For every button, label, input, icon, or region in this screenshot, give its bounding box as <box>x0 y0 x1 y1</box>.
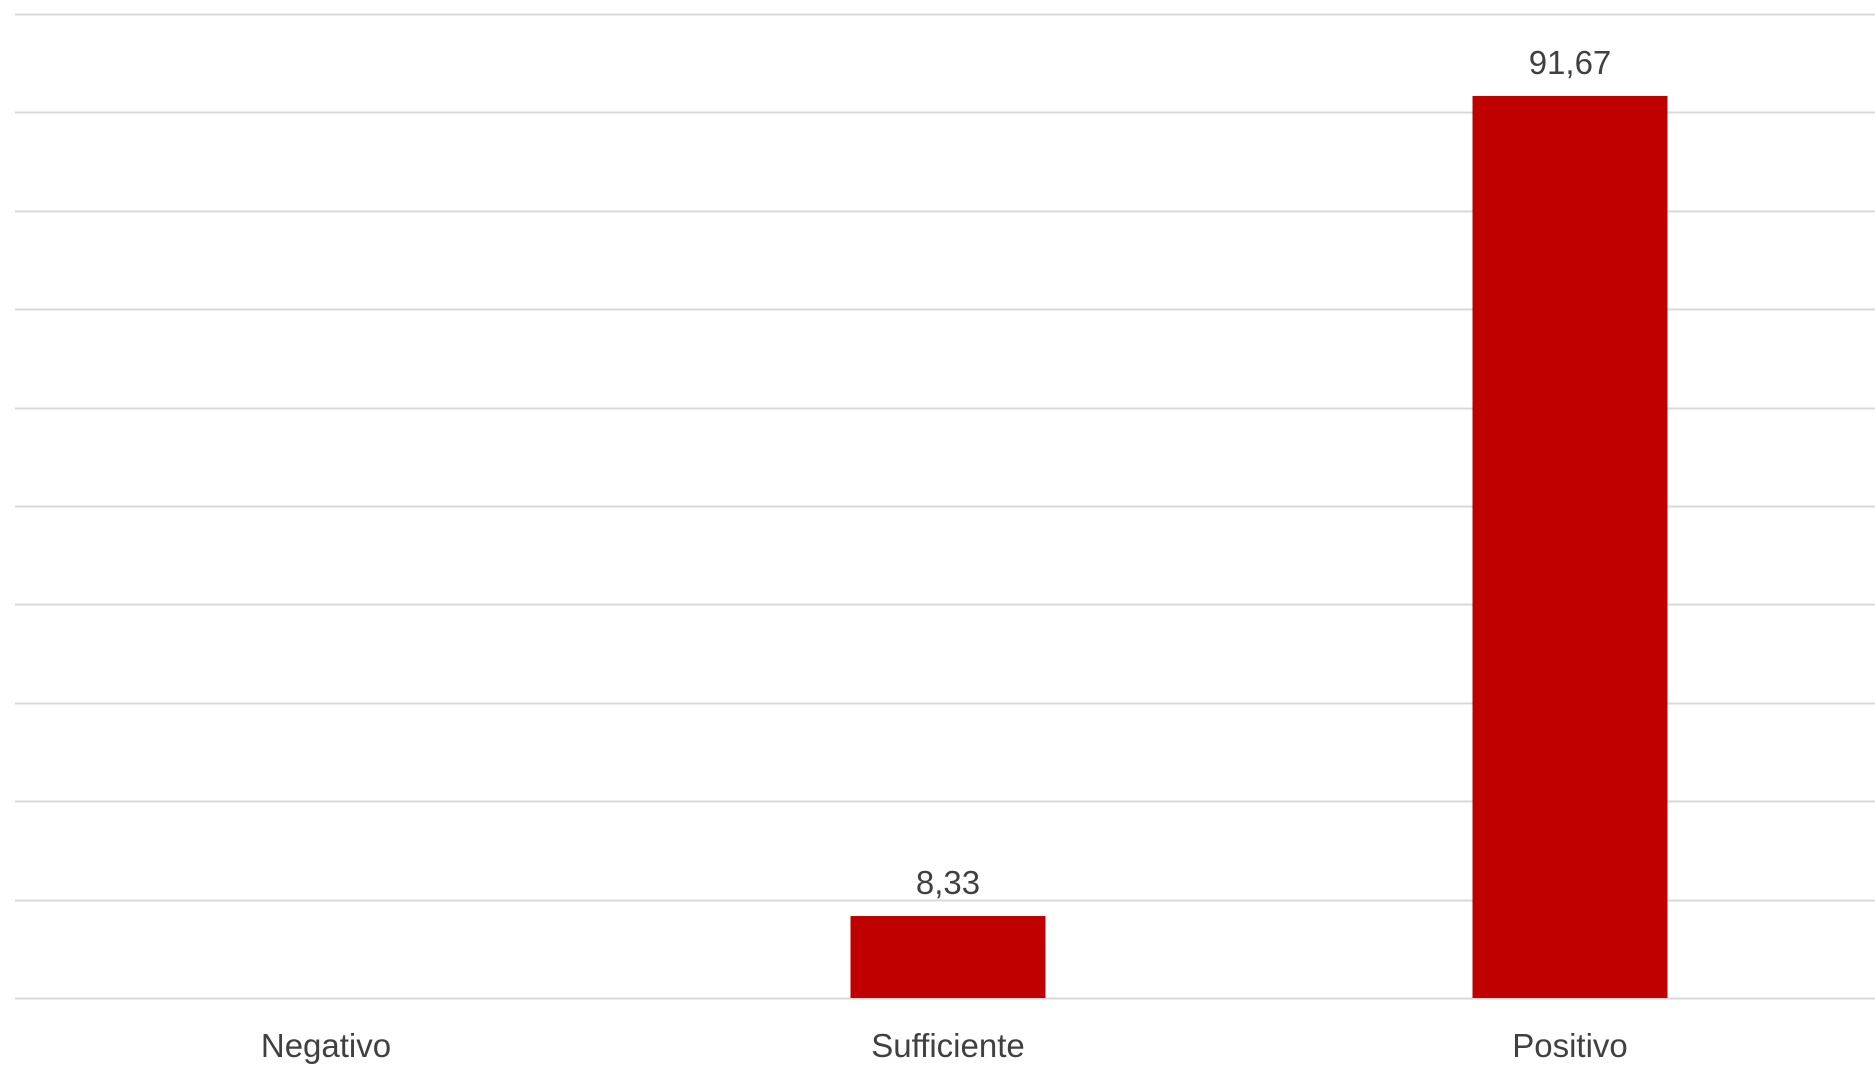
bar-positivo <box>1472 95 1668 998</box>
data-labels: 8,33 91,67 <box>916 44 1611 901</box>
x-axis-tick-labels: Negativo Sufficiente Positivo <box>261 1027 1628 1064</box>
bars <box>850 95 1668 998</box>
bar-sufficiente <box>850 916 1046 998</box>
data-label-sufficiente: 8,33 <box>916 864 980 901</box>
x-tick-label-sufficiente: Sufficiente <box>871 1027 1025 1064</box>
x-tick-label-negativo: Negativo <box>261 1027 391 1064</box>
x-tick-label-positivo: Positivo <box>1512 1027 1628 1064</box>
data-label-positivo: 91,67 <box>1529 44 1612 81</box>
